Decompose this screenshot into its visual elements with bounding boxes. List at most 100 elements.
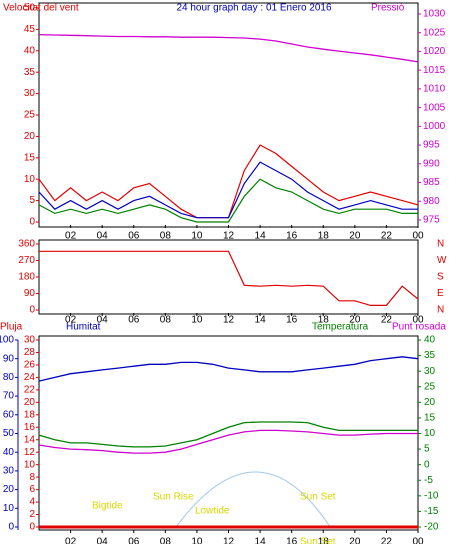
y2-tick-label: -5 [424,475,433,486]
x-tick-label: 08 [160,231,172,242]
y-tick-label: 10 [24,174,36,185]
y-tick-label: 4 [29,497,35,508]
y-tick-label: 25 [24,110,36,121]
wind-label: Velocitat del vent [3,3,79,14]
y-tick-label: 360 [18,239,35,250]
y3-tick-label: 20 [3,484,15,495]
y-tick-label: 2 [29,509,35,520]
y-tick-label: 20 [24,131,36,142]
x-tick-label: 04 [97,231,109,242]
y-tick-label: 40 [24,45,36,56]
y-tick-label: 14 [24,434,36,445]
x-tick-label: 16 [286,537,298,544]
direction-label: S [437,272,444,283]
y-tick-label: 15 [24,152,36,163]
y-tick-label: 6 [29,484,35,495]
y-tick-label: 10 [24,459,36,470]
y-tick-label: 90 [24,288,36,299]
y2-tick-label: 975 [423,215,440,226]
x-tick-label: 02 [65,315,77,326]
y2-tick-label: 1025 [423,27,446,38]
solar-curve [175,471,331,528]
x-tick-label: 12 [223,231,235,242]
y-tick-label: 0 [29,522,35,533]
y-tick-label: 35 [24,67,36,78]
y3-tick-label: 90 [3,353,15,364]
y-tick-label: 5 [29,195,35,206]
direction-label: N [437,305,444,316]
series-line [38,178,418,223]
y3-tick-label: 100 [0,335,14,346]
y2-tick-label: 1015 [423,65,446,76]
y2-tick-label: 1020 [423,46,446,57]
series-line [38,356,419,382]
y2-tick-label: -20 [424,522,439,533]
y2-tick-label: 20 [424,397,436,408]
x-tick-label: 18 [318,231,330,242]
y2-tick-label: 1010 [423,84,446,95]
annotation: Sun Rise [153,492,194,503]
y-tick-label: 45 [24,24,36,35]
y2-tick-label: 30 [424,366,436,377]
series-name: Humitat [66,322,101,333]
series-line [38,429,418,454]
y2-tick-label: 5 [424,444,430,455]
x-tick-label: 16 [286,315,298,326]
direction-label: N [437,239,444,250]
x-tick-label: 20 [349,537,361,544]
x-tick-label: 02 [65,231,77,242]
pressure-label: Pressió [371,3,405,14]
y-tick-label: 18 [24,409,36,420]
series-name: Pluja [0,322,23,333]
y3-tick-label: 30 [3,466,15,477]
series-line [39,250,419,306]
x-tick-label: 14 [255,537,267,544]
y2-tick-label: -10 [424,490,439,501]
y2-tick-label: 1030 [423,9,446,20]
x-tick-label: 06 [128,231,140,242]
series-line [38,33,419,63]
y2-tick-label: 1000 [423,121,446,132]
y3-tick-label: 70 [3,391,15,402]
y-tick-label: 22 [24,385,36,396]
x-tick-label: 20 [349,231,361,242]
direction-label: W [437,255,447,266]
x-tick-label: 10 [191,231,203,242]
y3-tick-label: 80 [3,372,15,383]
y2-tick-label: 15 [424,413,436,424]
y-tick-label: 50 [24,3,36,14]
x-tick-label: 18 [318,537,330,544]
y-tick-label: 0 [29,305,35,316]
x-tick-label: 00 [412,231,424,242]
x-tick-label: 10 [191,315,203,326]
x-tick-label: 12 [223,537,235,544]
y2-tick-label: 35 [424,350,436,361]
x-tick-label: 02 [65,537,77,544]
series-line [38,421,418,448]
annotation: Bigtide [92,501,123,512]
y2-tick-label: 10 [424,428,436,439]
y2-tick-label: 995 [423,140,440,151]
y3-tick-label: 40 [3,447,15,458]
y-tick-label: 24 [24,372,36,383]
x-tick-label: 14 [255,231,267,242]
y2-tick-label: 985 [423,177,440,188]
y3-tick-label: 60 [3,409,15,420]
y-tick-label: 0 [29,217,35,228]
y3-tick-label: 50 [3,428,15,439]
chart-title: 24 hour graph day : 01 Enero 2016 [176,3,332,14]
x-tick-label: 12 [223,315,235,326]
series-line [38,161,418,219]
y2-tick-label: 1005 [423,102,446,113]
y-tick-label: 26 [24,360,36,371]
x-tick-label: 00 [412,315,424,326]
x-tick-label: 08 [160,537,172,544]
y-tick-label: 180 [18,272,35,283]
y2-tick-label: 990 [423,158,440,169]
annotation: Sun Set [300,492,336,503]
x-tick-label: 08 [160,315,172,326]
annotation: Sun Set [300,537,336,544]
y-tick-label: 20 [24,397,36,408]
x-tick-label: 04 [97,537,109,544]
series-name: Punt rosada [392,322,446,333]
